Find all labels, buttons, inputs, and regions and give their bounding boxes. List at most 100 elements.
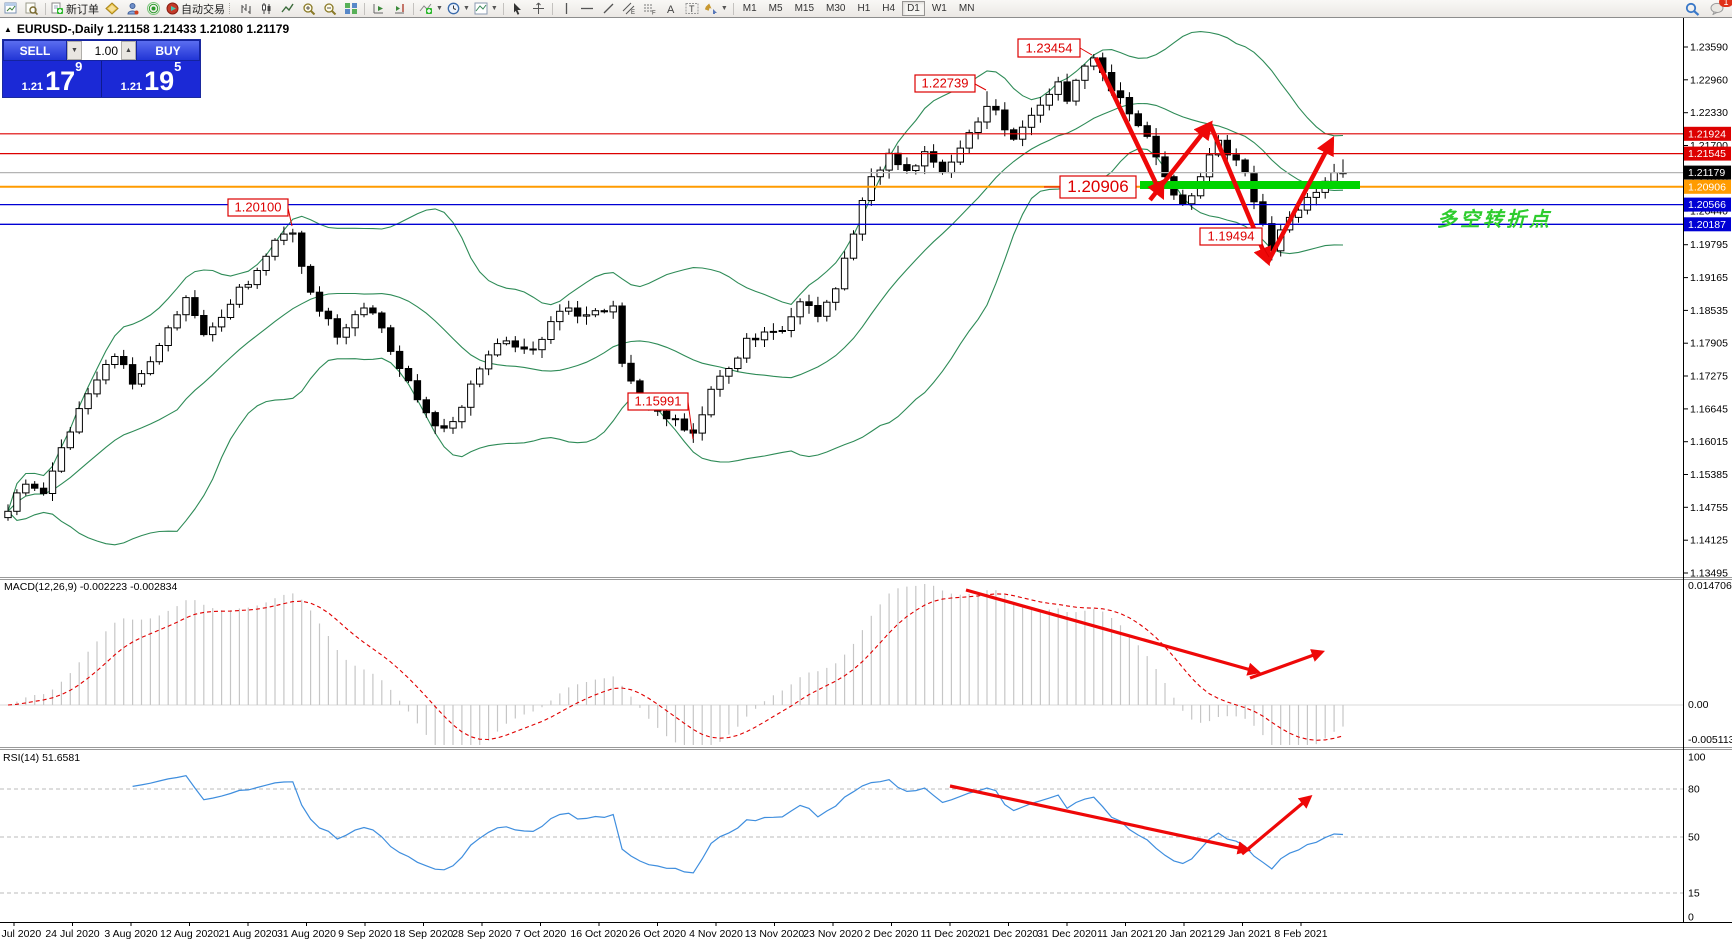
timeframe-button-M5[interactable]: M5 <box>768 3 783 14</box>
buy-button[interactable]: BUY <box>136 40 200 61</box>
new-order-icon <box>51 2 63 14</box>
candle-bear <box>1001 109 1009 131</box>
macd-label: MACD(12,26,9) -0.002223 -0.002834 <box>4 581 178 593</box>
trend-arrow[interactable] <box>1266 136 1335 264</box>
candle-bull <box>262 255 270 271</box>
autotrading-icon <box>166 2 179 15</box>
auto-scroll-icon[interactable] <box>368 1 389 16</box>
timeframe-button-H4[interactable]: H4 <box>882 3 896 14</box>
line-chart-icon[interactable] <box>277 1 298 16</box>
timeframe-button-M15[interactable]: M15 <box>794 3 815 14</box>
candlestick-chart-icon[interactable] <box>256 1 277 16</box>
candle-bear <box>929 151 938 163</box>
candle-bear <box>191 297 199 317</box>
price-annotation-box[interactable] <box>227 198 289 217</box>
search-icon[interactable] <box>1682 1 1703 16</box>
vertical-line-icon[interactable] <box>556 1 577 16</box>
price-annotation-box[interactable] <box>1199 227 1263 246</box>
trend-arrow[interactable] <box>1148 120 1213 202</box>
notifications-icon[interactable]: 1 <box>1707 0 1732 16</box>
market-icon[interactable] <box>122 1 143 16</box>
templates-icon[interactable]: ▼ <box>472 1 500 16</box>
chart-shift-icon[interactable] <box>389 1 410 16</box>
svg-text:A: A <box>667 4 675 15</box>
macd-axis-label: -0.005113 <box>1688 734 1732 746</box>
date-tick-label: 13 Nov 2020 <box>745 928 805 940</box>
metaeditor-icon[interactable] <box>101 1 122 16</box>
candle-bear <box>529 348 537 351</box>
text-icon[interactable]: A <box>661 1 682 16</box>
candle-bear <box>369 307 377 314</box>
autotrading-button[interactable]: 自动交易 <box>164 1 227 16</box>
fibonacci-icon[interactable]: F <box>640 1 661 16</box>
candle-bull <box>858 200 867 235</box>
candle-bull <box>885 152 893 171</box>
price-annotation-box[interactable] <box>627 392 689 411</box>
timeframe-button-M1[interactable]: M1 <box>742 3 757 14</box>
volume-decrease-button[interactable]: ▼ <box>67 41 82 60</box>
candle-bull <box>1027 114 1036 128</box>
candle-bear <box>1063 81 1071 102</box>
candle-bull <box>707 388 715 416</box>
sell-price-display[interactable]: 1.21 17 9 <box>3 59 101 97</box>
chinese-annotation[interactable]: 多空转折点 <box>1437 208 1552 231</box>
candle-bear <box>324 310 333 320</box>
candle-bear <box>422 399 431 414</box>
price-tick-label: 1.13495 <box>1690 568 1728 580</box>
timeframe-button-M30[interactable]: M30 <box>826 3 846 14</box>
candle-bull <box>476 368 484 385</box>
signals-icon[interactable] <box>143 1 164 16</box>
rsi-axis-label: 100 <box>1688 752 1706 764</box>
candle-bull <box>876 169 884 178</box>
rsi-trend-arrow[interactable] <box>949 784 1252 855</box>
price-annotation-box[interactable] <box>1017 38 1081 58</box>
arrange-windows-icon[interactable] <box>340 1 361 16</box>
equidistant-channel-icon[interactable]: E <box>619 1 640 16</box>
macd-trend-arrow[interactable] <box>1249 649 1326 680</box>
bar-chart-icon[interactable] <box>235 1 256 16</box>
buy-price-sup: 5 <box>174 59 182 74</box>
zoom-in-icon[interactable] <box>298 1 319 16</box>
candle-bull <box>137 373 146 385</box>
price-annotation-box[interactable] <box>914 74 976 93</box>
crosshair-icon[interactable] <box>528 1 549 16</box>
candle-bear <box>662 410 671 420</box>
candle-bull <box>591 310 600 316</box>
horizontal-line-icon[interactable] <box>577 1 598 16</box>
new-order-button[interactable]: 新订单 <box>49 1 101 16</box>
price-badge <box>1684 126 1731 141</box>
periods-icon[interactable]: ▼ <box>445 1 472 16</box>
indicators-icon[interactable]: ▼ <box>417 1 445 16</box>
sell-button[interactable]: SELL <box>3 40 67 61</box>
cursor-icon[interactable] <box>507 1 528 16</box>
volume-value[interactable]: 1.00 <box>94 43 118 58</box>
symbol-ohlc-text: EURUSD-,Daily 1.21158 1.21433 1.21080 1.… <box>16 22 290 36</box>
candle-bull <box>609 305 617 313</box>
volume-increase-button[interactable]: ▲ <box>121 41 136 60</box>
arrows-tool-icon[interactable]: ▼ <box>703 1 730 16</box>
macd-trend-arrow[interactable] <box>965 588 1262 676</box>
text-label-icon[interactable]: T <box>682 1 703 16</box>
timeframe-button-MN[interactable]: MN <box>958 3 975 14</box>
date-tick-label: 8 Feb 2021 <box>1274 928 1327 940</box>
buy-price-display[interactable]: 1.21 19 5 <box>101 59 200 97</box>
candle-bull <box>565 307 573 312</box>
search-window-icon[interactable] <box>21 1 42 16</box>
rsi-trend-arrow[interactable] <box>1240 794 1313 856</box>
svg-text:E: E <box>631 10 635 15</box>
trend-arrow[interactable] <box>1093 57 1165 201</box>
date-tick-label: 31 Dec 2020 <box>1037 928 1097 940</box>
timeframe-button-H1[interactable]: H1 <box>857 3 871 14</box>
trendline-icon[interactable] <box>598 1 619 16</box>
timeframe-button-W1[interactable]: W1 <box>931 3 947 14</box>
chevron-down-icon: ▼ <box>490 5 498 12</box>
autotrading-label: 自动交易 <box>181 3 225 16</box>
price-tick-label: 1.17905 <box>1690 338 1728 350</box>
timeframe-button-D1[interactable]: D1 <box>902 1 925 16</box>
zoom-out-icon[interactable] <box>319 1 340 16</box>
price-annotation-box[interactable] <box>1059 175 1137 199</box>
price-badge-label: 1.20566 <box>1688 199 1726 211</box>
chart-window-icon[interactable] <box>0 1 21 16</box>
support-bar[interactable] <box>1140 181 1360 189</box>
